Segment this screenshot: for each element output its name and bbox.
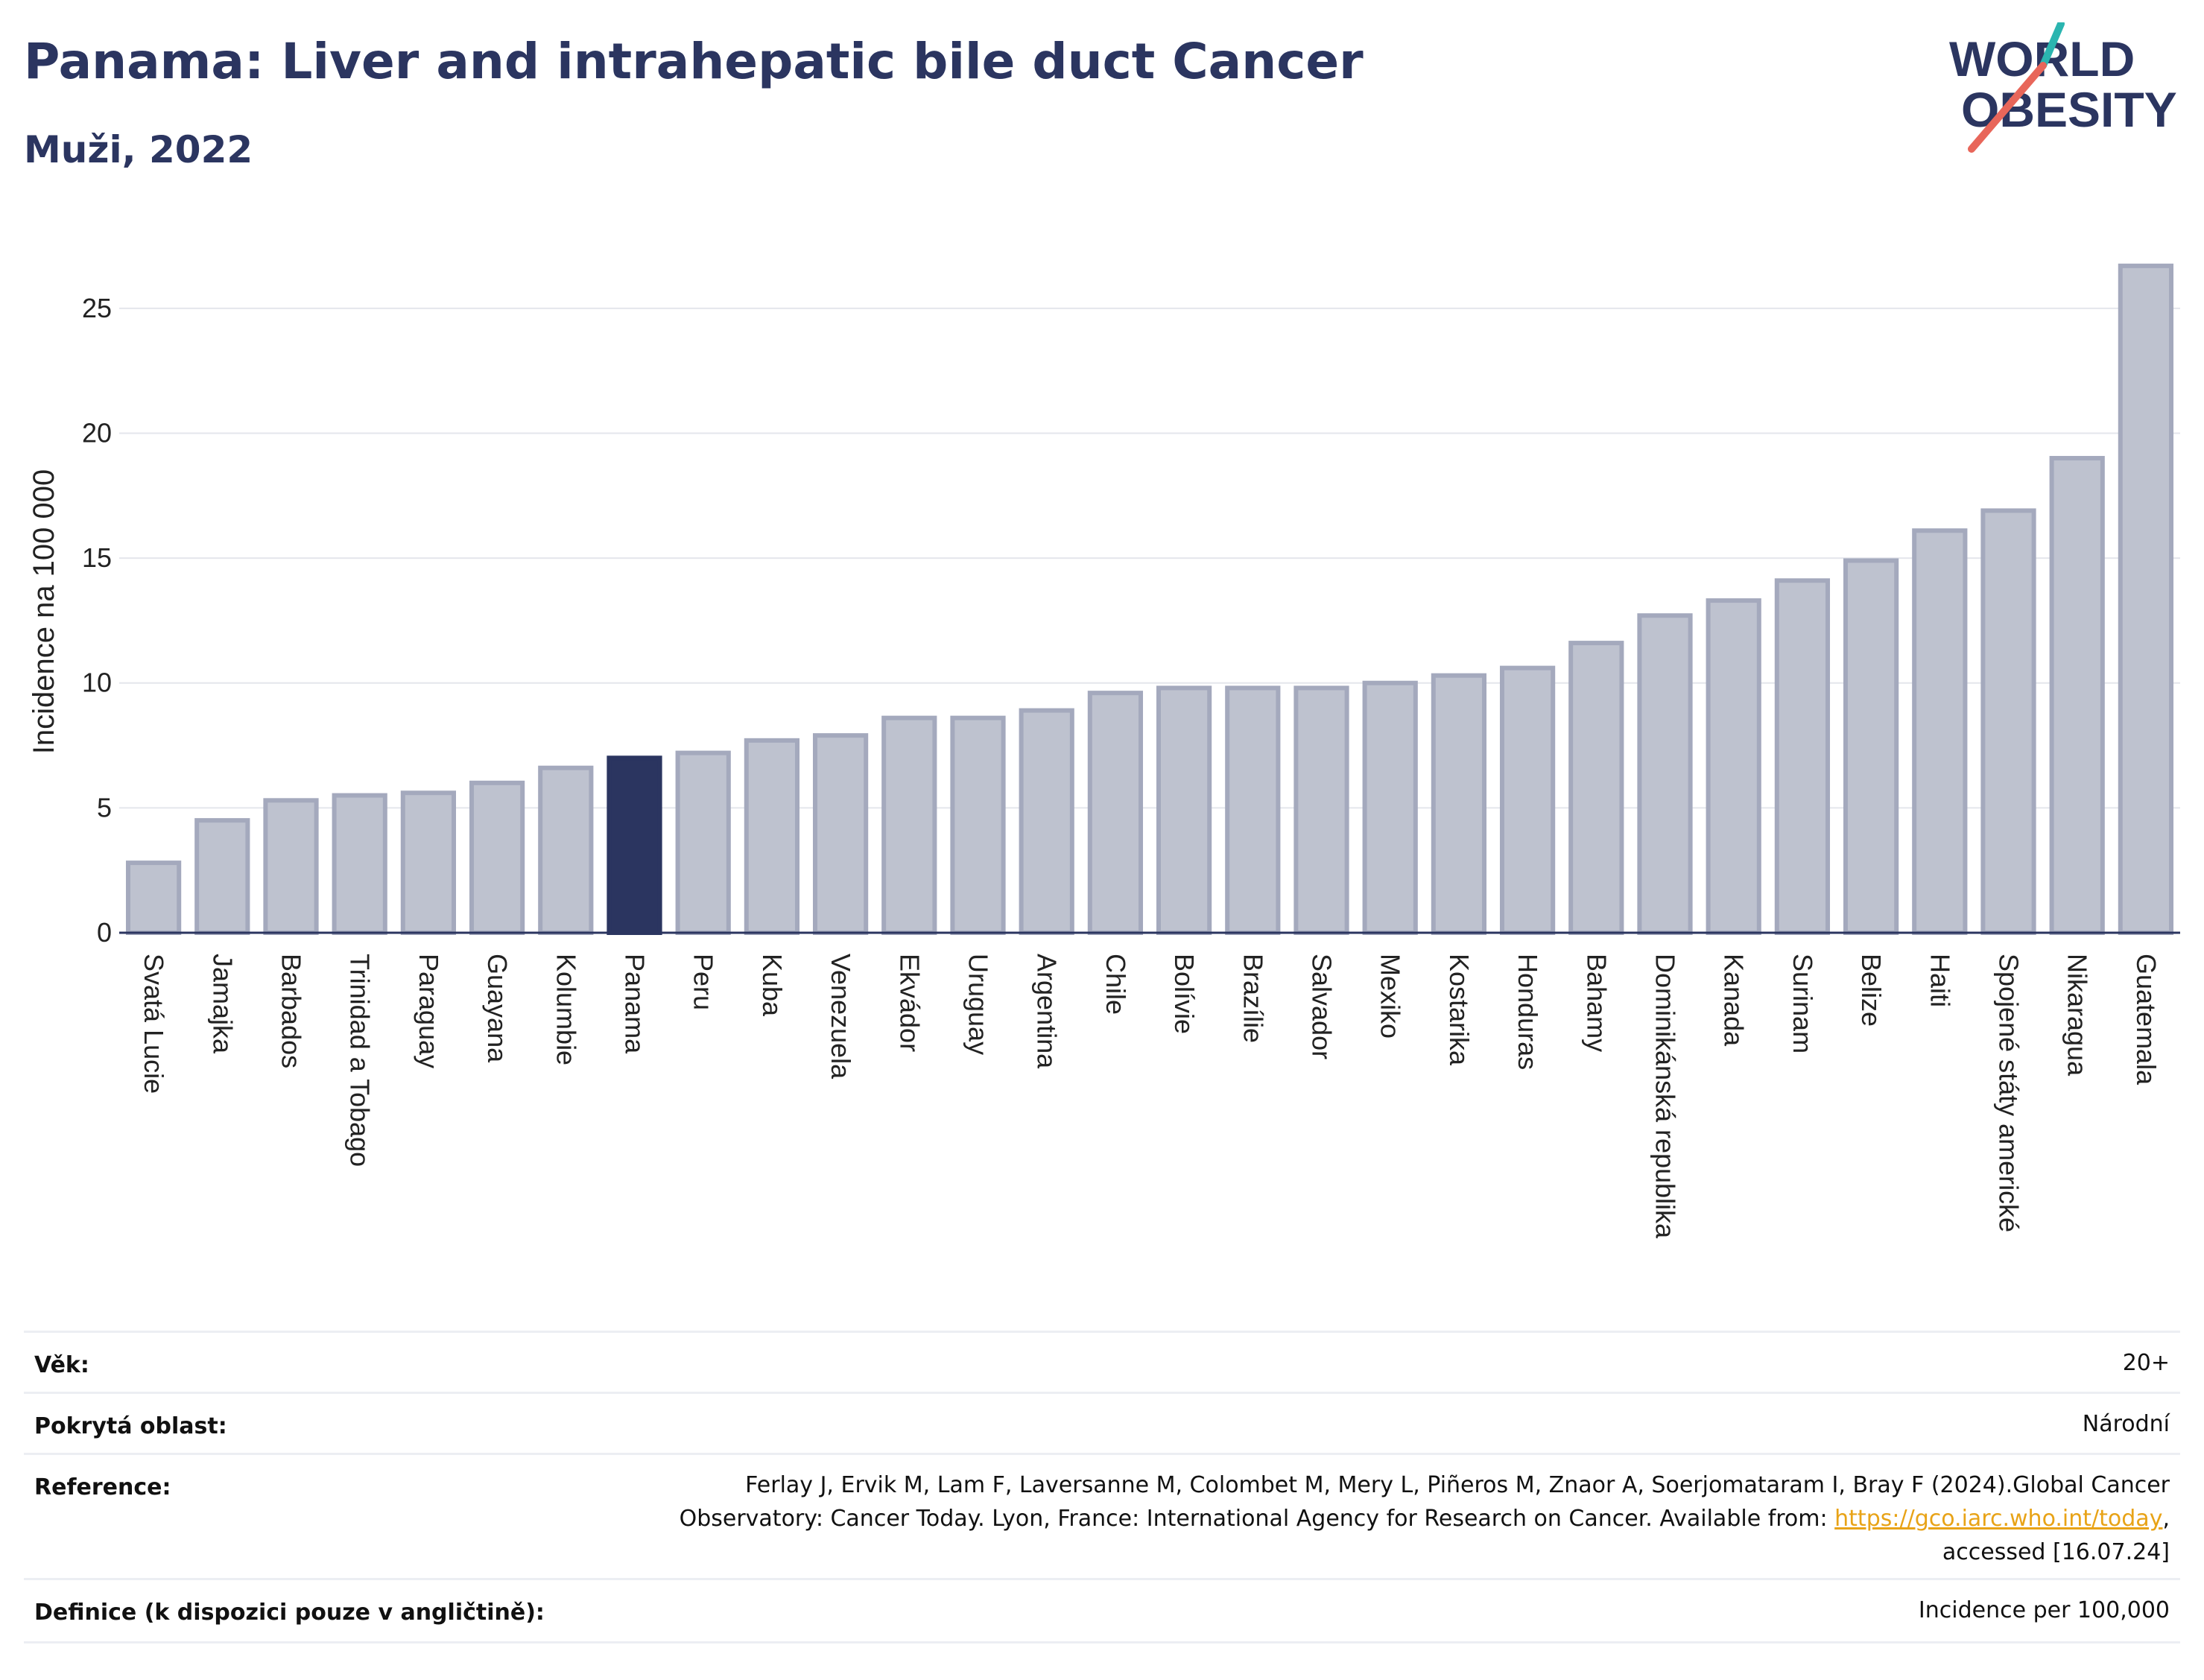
meta-row-definition: Definice (k dispozici pouze v angličtině…: [24, 1578, 2180, 1643]
meta-label-age: Věk:: [34, 1352, 89, 1378]
x-tick-label: Belize: [1856, 954, 1887, 1027]
world-obesity-logo: WORLD OBESITY: [1949, 22, 2177, 153]
meta-row-coverage: Pokrytá oblast: Národní: [24, 1392, 2180, 1455]
y-tick-label: 10: [82, 668, 112, 698]
x-tick-label: Nikaragua: [2062, 954, 2093, 1077]
bar-nikaragua: [2049, 455, 2105, 935]
bar-belize: [1843, 558, 1899, 936]
x-tick-label: Venezuela: [826, 954, 856, 1080]
x-tick-label: Trinidad a Tobago: [345, 954, 376, 1167]
x-tick-label: Bahamy: [1581, 954, 1612, 1052]
bar-kanada: [1706, 598, 1761, 935]
bar-surinam: [1774, 578, 1831, 935]
x-tick-label: Salvador: [1307, 954, 1337, 1059]
x-tick-label: Guayana: [482, 954, 513, 1063]
x-tick-label: Honduras: [1513, 954, 1543, 1070]
bar-kuba: [744, 738, 800, 936]
meta-label-coverage: Pokrytá oblast:: [34, 1413, 227, 1439]
bar-bahamy: [1568, 641, 1624, 935]
x-tick-label: Guatemala: [2131, 954, 2162, 1085]
bar-guayana: [469, 780, 525, 935]
meta-row-age: Věk: 20+: [24, 1331, 2180, 1394]
bar-trinidad-a-tobago: [332, 793, 387, 935]
bar-salvador: [1293, 685, 1349, 935]
bar-honduras: [1499, 665, 1556, 935]
y-axis-label: Incidence na 100 000: [28, 469, 60, 755]
x-tick-label: Svatá Lucie: [139, 954, 169, 1094]
bar-argentina: [1019, 708, 1074, 936]
y-tick-label: 20: [82, 417, 112, 448]
reference-line-3: accessed [16.07.24]: [1942, 1539, 2170, 1565]
x-tick-label: Barbados: [276, 954, 307, 1068]
meta-label-definition: Definice (k dispozici pouze v angličtině…: [34, 1600, 545, 1626]
chart-title: Panama: Liver and intrahepatic bile duct…: [24, 33, 1364, 90]
x-tick-label: Spojené státy americké: [1994, 954, 2024, 1232]
x-tick-label: Kostarika: [1444, 954, 1475, 1066]
bar-bolívie: [1156, 685, 1212, 935]
bar-kostarika: [1431, 673, 1487, 935]
meta-label-reference: Reference:: [34, 1474, 171, 1500]
x-tick-label: Kanada: [1719, 954, 1749, 1047]
meta-value-coverage: Národní: [2082, 1411, 2170, 1437]
x-tick-label: Jamajka: [207, 954, 238, 1054]
meta-value-reference: Ferlay J, Ervik M, Lam F, Laversanne M, …: [680, 1468, 2170, 1569]
bar-chart: 0 5 10 15 20 25 Incidence na 100 000 Svatá Luci…: [28, 263, 2180, 1239]
x-tick-label: Bolívie: [1169, 954, 1200, 1034]
y-tick-label: 15: [82, 542, 112, 573]
bar-paraguay: [400, 790, 457, 936]
bar-svatá-lucie: [125, 860, 182, 936]
x-tick-label: Brazílie: [1238, 954, 1268, 1043]
bar-panama: [607, 755, 662, 935]
x-tick-label: Peru: [688, 954, 719, 1010]
reference-line-2: Observatory: Cancer Today. Lyon, France:…: [679, 1506, 2170, 1532]
x-tick-label: Argentina: [1032, 954, 1063, 1069]
bar-ekvádor: [881, 715, 937, 935]
reference-link[interactable]: https://gco.iarc.who.int/today: [1834, 1506, 2163, 1532]
x-tick-label: Uruguay: [963, 954, 994, 1055]
bar-uruguay: [950, 715, 1006, 935]
bar-brazílie: [1225, 685, 1281, 935]
logo-slash-teal: [2039, 22, 2065, 69]
y-tick-label: 5: [97, 792, 112, 822]
bar-spojené-státy-americké: [1980, 508, 2036, 935]
x-tick-label: Surinam: [1787, 954, 1818, 1053]
x-tick-label: Mexiko: [1375, 954, 1406, 1039]
x-tick-label: Kolumbie: [551, 954, 581, 1065]
x-tick-label: Haiti: [1925, 954, 1955, 1007]
x-tick-label: Kuba: [757, 954, 788, 1017]
bar-dominikánská-republika: [1637, 613, 1693, 935]
bar-guatemala: [2118, 263, 2174, 935]
x-tick-label: Panama: [620, 954, 650, 1054]
bar-barbados: [263, 798, 319, 935]
meta-value-age: 20+: [2122, 1350, 2170, 1376]
bar-chile: [1087, 691, 1144, 935]
y-tick-label: 25: [82, 293, 112, 323]
x-tick-label: Ekvádor: [894, 954, 925, 1052]
bar-venezuela: [812, 733, 869, 935]
bar-kolumbie: [538, 765, 594, 935]
bar-peru: [675, 750, 731, 935]
reference-line-1: Ferlay J, Ervik M, Lam F, Laversanne M, …: [745, 1472, 2170, 1498]
chart-subtitle: Muži, 2022: [24, 128, 253, 171]
x-tick-label: Paraguay: [414, 954, 444, 1068]
logo-line-2: OBESITY: [1961, 82, 2177, 137]
logo-slash-red: [1968, 62, 2047, 153]
meta-value-definition: Incidence per 100,000: [1918, 1597, 2170, 1623]
x-tick-label: Chile: [1101, 954, 1131, 1015]
x-tick-label: Dominikánská republika: [1650, 954, 1681, 1239]
bar-haiti: [1912, 528, 1968, 935]
meta-row-reference: Reference: Ferlay J, Ervik M, Lam F, Lav…: [24, 1453, 2180, 1580]
bar-mexiko: [1362, 680, 1418, 936]
y-tick-label: 0: [97, 917, 112, 948]
bar-jamajka: [194, 818, 250, 936]
